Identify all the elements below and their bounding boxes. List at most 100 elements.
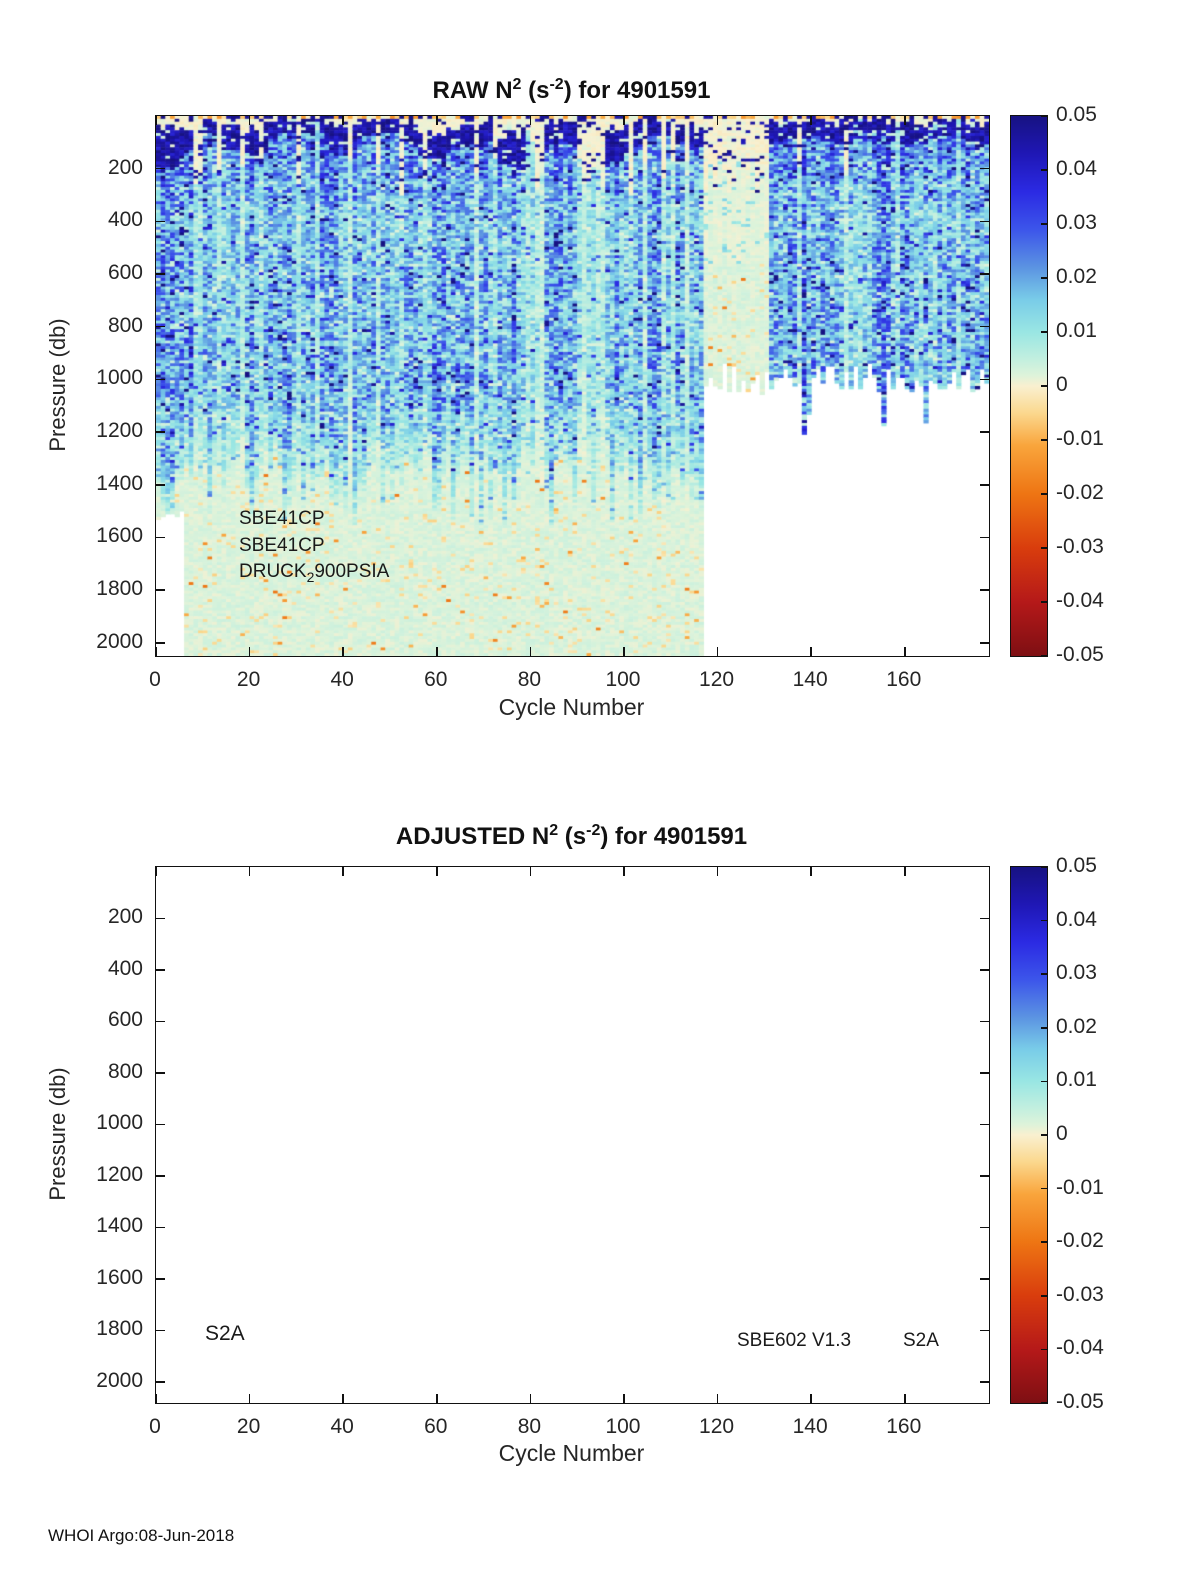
colorbar-tick (1041, 1134, 1047, 1136)
annotation-line-2: SBE41CP (239, 534, 325, 556)
x-axis-tick (436, 647, 438, 656)
x-axis-tick (716, 1394, 719, 1403)
y-axis-tick-right (980, 273, 989, 275)
annotation-line-3: DRUCK2900PSIA (239, 561, 390, 585)
colorbar-tick-label: 0.02 (1056, 1014, 1097, 1038)
x-axis-tick (529, 647, 532, 656)
y-tick-label: 800 (107, 1059, 143, 1083)
x-axis-tick-top (716, 116, 719, 125)
y-tick-label: 400 (107, 956, 143, 980)
raw-axes: SBE41CP SBE41CP DRUCK2900PSIA (155, 115, 990, 657)
colorbar-tick (1041, 223, 1047, 225)
y-tick-label: 200 (107, 155, 143, 179)
x-axis-tick (904, 647, 906, 656)
x-axis-tick-top (716, 867, 719, 876)
x-axis-tick (904, 1394, 906, 1403)
colorbar-tick-label: 0.03 (1056, 211, 1097, 234)
colorbar-tick (1041, 169, 1047, 171)
x-axis-tick (155, 1394, 157, 1403)
y-axis-tick (156, 642, 165, 644)
y-axis-tick (156, 484, 165, 486)
colorbar-tick-label: -0.03 (1056, 1282, 1104, 1306)
y-axis-tick-right (980, 378, 989, 381)
x-tick-label: 160 (886, 1415, 922, 1438)
y-tick-label: 1400 (96, 1214, 143, 1238)
x-axis-tick-top (904, 116, 906, 125)
adjusted-title-text3: ) for 4901591 (600, 823, 748, 850)
raw-colorbar (1010, 115, 1048, 657)
x-axis-tick (342, 1394, 344, 1403)
y-axis-tick-right (980, 1226, 989, 1229)
x-axis-tick (716, 647, 719, 656)
colorbar-tick (1041, 1348, 1047, 1351)
y-axis-tick-right (980, 1072, 989, 1074)
y-axis-tick-right (980, 536, 989, 539)
y-tick-label: 400 (107, 208, 143, 232)
raw-title-sup2: -2 (549, 76, 564, 93)
colorbar-tick (1041, 1027, 1047, 1029)
y-axis-tick (156, 969, 165, 971)
x-axis-tick (529, 1394, 532, 1403)
y-axis-tick-right (980, 1329, 989, 1332)
colorbar-tick (1041, 1402, 1047, 1404)
x-axis-tick (436, 1394, 438, 1403)
x-axis-tick-top (623, 867, 625, 876)
y-axis-tick (156, 1123, 165, 1126)
x-tick-label: 140 (792, 668, 828, 691)
x-tick-label: 40 (330, 1415, 354, 1438)
colorbar-tick-label: -0.05 (1056, 1390, 1104, 1413)
colorbar-tick-label: -0.01 (1056, 1175, 1104, 1199)
y-axis-tick-right (980, 220, 989, 223)
colorbar-tick (1041, 277, 1047, 279)
colorbar-tick-label: 0.02 (1056, 265, 1097, 288)
y-axis-tick-right (980, 642, 989, 644)
colorbar-tick-label: 0 (1056, 373, 1068, 396)
y-tick-label: 1600 (96, 1265, 143, 1289)
y-axis-tick (156, 536, 165, 539)
adjusted-title-text2: (s (558, 823, 587, 850)
x-axis-tick-top (155, 116, 157, 125)
x-tick-label: 0 (149, 1415, 161, 1438)
x-tick-label: 20 (236, 668, 261, 691)
colorbar-tick (1041, 866, 1047, 868)
colorbar-tick-label: 0.05 (1056, 854, 1097, 877)
colorbar-tick (1041, 973, 1047, 975)
y-tick-label: 1000 (96, 366, 143, 390)
y-axis-tick (156, 1072, 165, 1074)
x-axis-tick-top (529, 116, 532, 125)
x-axis-tick-top (623, 116, 625, 125)
colorbar-tick-label: 0.03 (1056, 961, 1097, 985)
y-axis-tick (156, 378, 165, 381)
y-axis-tick-right (980, 1123, 989, 1126)
y-tick-label: 1400 (96, 471, 143, 495)
x-axis-tick-top (248, 116, 251, 125)
colorbar-tick (1041, 385, 1047, 387)
colorbar-tick (1041, 1241, 1047, 1243)
x-axis-tick-top (436, 867, 438, 876)
colorbar-tick-label: 0.01 (1056, 319, 1097, 342)
raw-title-sup1: 2 (512, 76, 522, 93)
colorbar-tick (1041, 493, 1047, 495)
y-axis-tick (156, 431, 165, 433)
raw-title-text3: ) for 4901591 (563, 77, 711, 104)
y-tick-label: 1600 (96, 524, 143, 548)
adjusted-x-axis-label: Cycle Number (498, 1440, 645, 1466)
raw-x-axis-label: Cycle Number (498, 694, 645, 720)
adjusted-axes (155, 866, 990, 1404)
y-axis-tick-right (980, 484, 989, 486)
x-axis-tick (248, 1394, 251, 1403)
x-axis-tick-top (342, 116, 344, 125)
y-tick-label: 800 (107, 313, 143, 337)
x-axis-tick (623, 647, 625, 656)
raw-title-text: RAW N (432, 77, 513, 104)
x-axis-tick (248, 647, 251, 656)
colorbar-tick-label: 0.04 (1056, 907, 1097, 931)
y-tick-label: 200 (107, 905, 143, 929)
colorbar-tick-label: 0.01 (1056, 1068, 1097, 1092)
colorbar-tick-label: -0.02 (1056, 481, 1104, 504)
x-tick-label: 100 (605, 1415, 641, 1438)
y-axis-tick (156, 273, 165, 275)
y-tick-label: 1000 (96, 1111, 143, 1135)
adjusted-title-text: ADJUSTED N (395, 823, 550, 850)
